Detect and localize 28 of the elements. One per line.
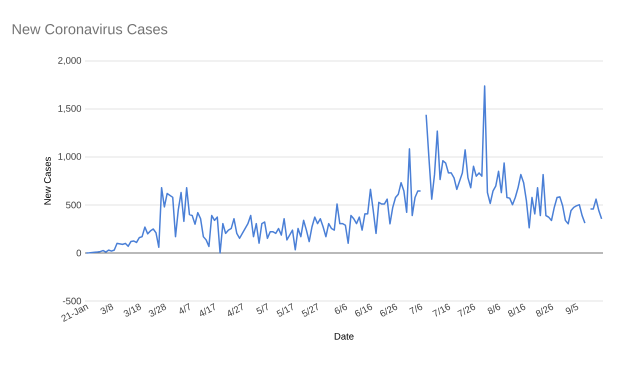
y-tick-label: -500 [62, 298, 82, 304]
x-tick-label: 7/6 [409, 304, 422, 314]
x-tick-label: 8/6 [488, 304, 500, 314]
x-axis-title: Date [334, 333, 354, 340]
x-tick-label: 6/26 [380, 304, 398, 316]
x-tick-label: 6/6 [334, 304, 348, 314]
x-tick-label: 8/16 [508, 304, 526, 317]
y-tick-label: 1,500 [58, 105, 82, 113]
x-tick-label: 3/18 [124, 304, 142, 317]
y-axis-title: New Cases [44, 157, 51, 205]
x-tick-label: 7/16 [432, 304, 450, 317]
y-tick-label: 0 [76, 250, 82, 256]
y-tick-label: 1,000 [58, 153, 82, 161]
y-tick-label: 500 [66, 202, 82, 208]
x-tick-label: 4/17 [200, 303, 215, 316]
x-tick-label: 5/17 [276, 303, 293, 317]
x-tick-label: 4/7 [180, 303, 190, 314]
x-tick-label: 5/27 [302, 303, 318, 317]
chart-title: New Coronavirus Cases [12, 24, 168, 34]
y-tick-label: 2,000 [58, 57, 82, 65]
x-tick-label: 7/26 [457, 304, 476, 317]
x-tick-label: 8/26 [536, 304, 554, 317]
x-tick-label: 5/7 [256, 303, 268, 314]
x-tick-label: 3/28 [148, 304, 166, 317]
x-tick-label: 6/16 [355, 304, 372, 316]
x-tick-label: 3/8 [100, 304, 114, 314]
x-tick-label: 9/5 [566, 303, 578, 314]
x-tick-label: 4/27 [228, 303, 243, 316]
